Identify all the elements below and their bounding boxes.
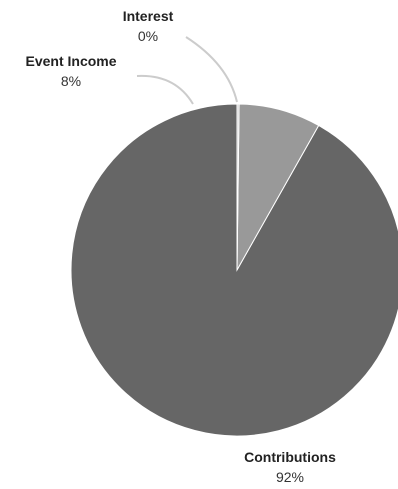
leader-line-event-income — [136, 74, 194, 105]
slice-percent-interest: 0% — [138, 28, 158, 44]
pie-slice-contributions — [70, 103, 398, 437]
pie-slices — [70, 103, 398, 437]
pie-slice-interest — [236, 103, 240, 271]
slice-label-contributions: Contributions — [244, 449, 336, 465]
slice-percent-event-income: 8% — [61, 73, 81, 89]
leader-line-interest — [185, 36, 238, 103]
slice-labels: Contributions 92% Event Income 8% Interest 0% — [25, 8, 336, 485]
slice-percent-contributions: 92% — [276, 469, 304, 485]
leader-lines — [136, 36, 238, 105]
slice-label-event-income: Event Income — [25, 53, 116, 69]
slice-label-interest: Interest — [123, 8, 174, 24]
